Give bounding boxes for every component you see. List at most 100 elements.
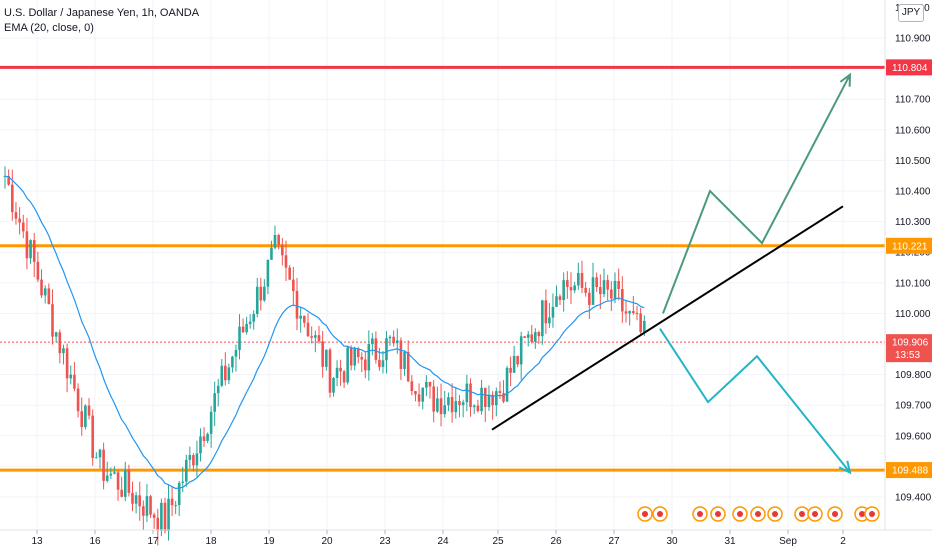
candle-body bbox=[29, 240, 32, 259]
candle-body bbox=[360, 356, 364, 360]
candle-body bbox=[483, 387, 487, 408]
price-tick-label: 110.700 bbox=[895, 95, 931, 106]
candle-body bbox=[156, 517, 160, 531]
candle-body bbox=[356, 348, 360, 357]
candle-body bbox=[113, 472, 116, 474]
candle-body bbox=[284, 255, 288, 268]
candle-body bbox=[138, 495, 142, 507]
price-tick-label: 110.400 bbox=[895, 187, 931, 198]
candle-body bbox=[454, 400, 458, 413]
candle-body bbox=[145, 496, 149, 516]
candle-body bbox=[353, 348, 357, 366]
candle-body bbox=[303, 315, 306, 323]
candle-body bbox=[84, 405, 87, 428]
candle-body bbox=[541, 300, 544, 337]
candle-body bbox=[428, 381, 432, 387]
time-tick-label: 2 bbox=[840, 536, 846, 547]
candle-body bbox=[349, 347, 353, 366]
candle-body bbox=[14, 212, 18, 219]
candle-body bbox=[439, 398, 443, 415]
candle-body bbox=[195, 453, 199, 466]
level-label-resistance: 110.804 bbox=[892, 63, 928, 74]
candle-body bbox=[465, 383, 469, 403]
event-marker-dot bbox=[772, 511, 778, 517]
candle-body bbox=[555, 296, 558, 307]
ema-indicator-label[interactable]: EMA (20, close, 0) bbox=[4, 22, 94, 34]
candle-body bbox=[367, 344, 371, 371]
candle-body bbox=[530, 334, 534, 342]
time-axis[interactable]: 13 16 17 18 19 20 23 24 25 26 27 30 31 Sep 2 bbox=[31, 530, 846, 547]
candle-body bbox=[558, 296, 562, 301]
candle-body bbox=[199, 436, 202, 454]
candle-body bbox=[325, 349, 328, 367]
time-tick-label: 27 bbox=[608, 536, 620, 547]
horizontal-levels bbox=[0, 65, 885, 472]
trend-line[interactable] bbox=[491, 205, 844, 431]
candle-body bbox=[502, 393, 505, 402]
candle-body bbox=[613, 280, 617, 299]
event-marker-dot bbox=[859, 511, 865, 517]
event-marker-dot bbox=[799, 511, 805, 517]
candle-body bbox=[526, 334, 530, 338]
candle-body bbox=[314, 335, 317, 338]
symbol-title[interactable]: U.S. Dollar / Japanese Yen, 1h, OANDA bbox=[4, 7, 200, 19]
candle-body bbox=[248, 321, 252, 324]
candle-body bbox=[523, 336, 527, 338]
candle-body bbox=[403, 351, 406, 369]
candle-body bbox=[509, 367, 512, 373]
candle-body bbox=[602, 280, 606, 295]
candle-body bbox=[385, 338, 388, 361]
candle-body bbox=[91, 415, 94, 458]
candle-body bbox=[152, 514, 156, 518]
candle-body bbox=[621, 289, 624, 312]
candle-body bbox=[512, 355, 516, 373]
candle-body bbox=[548, 317, 551, 324]
candle-body bbox=[76, 388, 80, 412]
chart-legend: U.S. Dollar / Japanese Yen, 1h, OANDA EM… bbox=[4, 6, 199, 36]
current-price-label-bg bbox=[886, 334, 932, 363]
candle-body bbox=[595, 277, 598, 288]
candle-body bbox=[102, 449, 105, 481]
level-label-bg bbox=[886, 462, 932, 479]
currency-button[interactable]: JPY bbox=[898, 4, 924, 22]
time-tick-label: 16 bbox=[89, 536, 101, 547]
candle-body bbox=[206, 433, 209, 441]
price-tick-label: 110.000 bbox=[895, 309, 931, 320]
candle-body bbox=[192, 455, 195, 466]
candle-body bbox=[569, 287, 573, 291]
event-marker-dot bbox=[715, 511, 721, 517]
bullish-scenario-arrow[interactable] bbox=[662, 74, 851, 314]
candle-body bbox=[109, 473, 113, 476]
time-tick-label: 23 bbox=[379, 536, 391, 547]
candle-body bbox=[21, 222, 25, 232]
level-label-range-bottom: 109.488 bbox=[892, 466, 929, 477]
candle-body bbox=[516, 355, 519, 365]
candle-body bbox=[87, 405, 91, 416]
candle-body bbox=[51, 304, 54, 337]
economic-event-markers[interactable] bbox=[637, 506, 880, 522]
candle-body bbox=[40, 279, 43, 296]
candle-body bbox=[425, 381, 428, 388]
time-tick-label: 25 bbox=[492, 536, 504, 547]
time-tick-label: 31 bbox=[724, 536, 736, 547]
candle-body bbox=[461, 402, 465, 406]
candle-body bbox=[142, 506, 145, 516]
candle-body bbox=[443, 405, 447, 415]
candle-body bbox=[342, 371, 346, 383]
candle-body bbox=[537, 332, 541, 337]
candle-body bbox=[395, 340, 399, 344]
candle-body bbox=[628, 311, 631, 314]
candle-body bbox=[134, 495, 138, 504]
candle-body bbox=[181, 481, 185, 483]
candle-body bbox=[610, 289, 613, 299]
candle-body bbox=[566, 280, 569, 288]
bearish-scenario-arrow[interactable] bbox=[659, 328, 851, 474]
candle-body bbox=[263, 286, 266, 301]
candle-body bbox=[317, 335, 321, 342]
candle-body bbox=[167, 498, 170, 532]
time-tick-label: 20 bbox=[321, 536, 333, 547]
candle-body bbox=[335, 367, 339, 378]
candle-body bbox=[606, 280, 609, 290]
